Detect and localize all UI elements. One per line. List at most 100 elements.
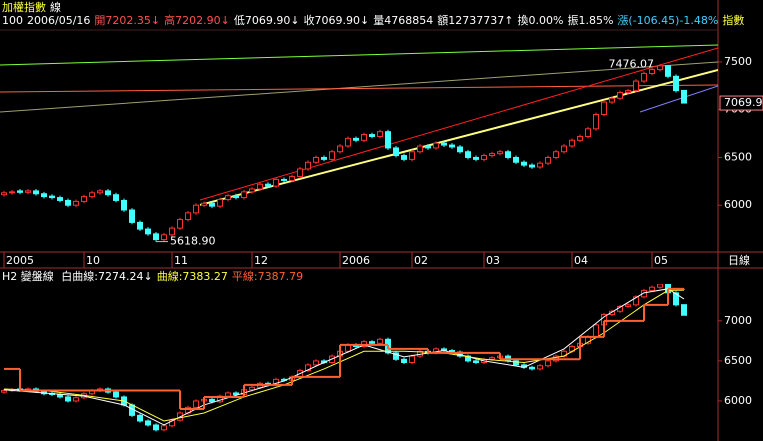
indicator-title: H2 變盤線 [2, 270, 54, 283]
y-tick-label: 6500 [724, 150, 752, 163]
price-panel [0, 44, 718, 242]
candle-body [297, 168, 303, 178]
candle-body [57, 394, 63, 398]
candle-body [465, 355, 471, 362]
info-item: 量4768854 [373, 14, 434, 27]
candle-body [89, 192, 95, 198]
info-item: 換0.00% [517, 14, 564, 27]
y-tick-label: 6000 [724, 394, 752, 407]
y-tick-label: 7000 [724, 314, 752, 327]
candle-body [625, 90, 631, 94]
candle-body [9, 191, 15, 194]
candle-body [73, 397, 79, 402]
candle-body [609, 97, 615, 103]
candle-body [633, 296, 639, 306]
candle-body [73, 200, 79, 206]
candle-body [313, 360, 319, 366]
candle-body [617, 92, 623, 99]
candle-body [593, 114, 599, 130]
candle-body [609, 310, 615, 315]
subtitle: 線 [50, 1, 61, 14]
candle-body [145, 228, 151, 235]
candle-body [337, 145, 343, 153]
candle-body [473, 360, 479, 364]
trendline [199, 69, 718, 206]
candle-body [153, 233, 159, 241]
last-price-box [719, 95, 763, 111]
info-item: 高7202.90↓ [164, 14, 230, 27]
title: 加權指數 [2, 1, 46, 14]
candle-body [41, 193, 47, 198]
x-tick-label: 02 [414, 254, 428, 267]
candle-body [577, 135, 583, 141]
candle-body [249, 188, 255, 193]
candle-body [233, 195, 239, 199]
candle-body [1, 192, 7, 196]
candle-body [673, 75, 679, 92]
indicator-line [3, 288, 685, 426]
candle-body [553, 151, 559, 158]
info-item: 漲(-106.45)-1.48% [617, 14, 719, 27]
candle-body [281, 178, 287, 181]
x-tick-label: 05 [654, 254, 668, 267]
candle-body [409, 151, 415, 160]
candle-body [377, 131, 383, 137]
candle-body [265, 183, 271, 187]
candle-body [529, 366, 535, 370]
candle-body [593, 324, 599, 338]
candle-body [257, 183, 263, 190]
candle-body [625, 304, 631, 307]
candle-body [209, 398, 215, 403]
candle-body [361, 134, 367, 141]
candle-body [201, 202, 207, 206]
candle-body [105, 190, 111, 196]
trendline [0, 44, 718, 66]
candle-body [657, 284, 663, 288]
candle-body [209, 202, 215, 207]
candle-body [673, 292, 679, 306]
candle-body [153, 424, 159, 431]
legend-entry: 白曲線:7274.24↓ [61, 270, 153, 283]
info-item: 收7069.90↓ [303, 14, 370, 27]
candle-body [169, 419, 175, 427]
candle-body [633, 80, 639, 92]
info-item: 2006/05/16 [27, 14, 91, 27]
candle-body [641, 289, 647, 298]
candle-body [641, 72, 647, 82]
candle-body [113, 194, 119, 201]
candle-body [457, 146, 463, 153]
candle-body [649, 69, 655, 74]
candle-body [305, 364, 311, 372]
candle-body [273, 178, 279, 187]
candle-body [33, 190, 39, 195]
candle-body [425, 145, 431, 149]
candle-body [665, 65, 671, 77]
candle-body [489, 153, 495, 157]
candle-body [217, 198, 223, 207]
trendline [0, 84, 718, 93]
annotation: 7476.07 [609, 57, 655, 70]
candle-body [441, 142, 447, 146]
candle-body [57, 197, 63, 201]
info-item: 開7202.35↓ [94, 14, 161, 27]
candle-body [145, 420, 151, 426]
x-tick-label: 12 [254, 254, 268, 267]
annotation: 5618.90 [170, 235, 216, 248]
candle-body [25, 190, 31, 193]
candle-body [233, 392, 239, 396]
info-item: 額12737737↑ [437, 14, 514, 27]
x-tick-label: 2005 [6, 254, 34, 267]
candle-body [313, 156, 319, 163]
candle-body [353, 137, 359, 141]
candle-body [65, 396, 71, 402]
candle-body [177, 219, 183, 229]
candle-body [193, 400, 199, 408]
last-price-label: 7069.9 [724, 96, 763, 109]
candle-body [497, 151, 503, 155]
info-item: 指數 [722, 14, 745, 27]
candle-body [433, 142, 439, 149]
candle-body [377, 338, 383, 344]
candle-body [681, 304, 687, 316]
candle-body [569, 139, 575, 147]
candle-body [537, 365, 543, 370]
